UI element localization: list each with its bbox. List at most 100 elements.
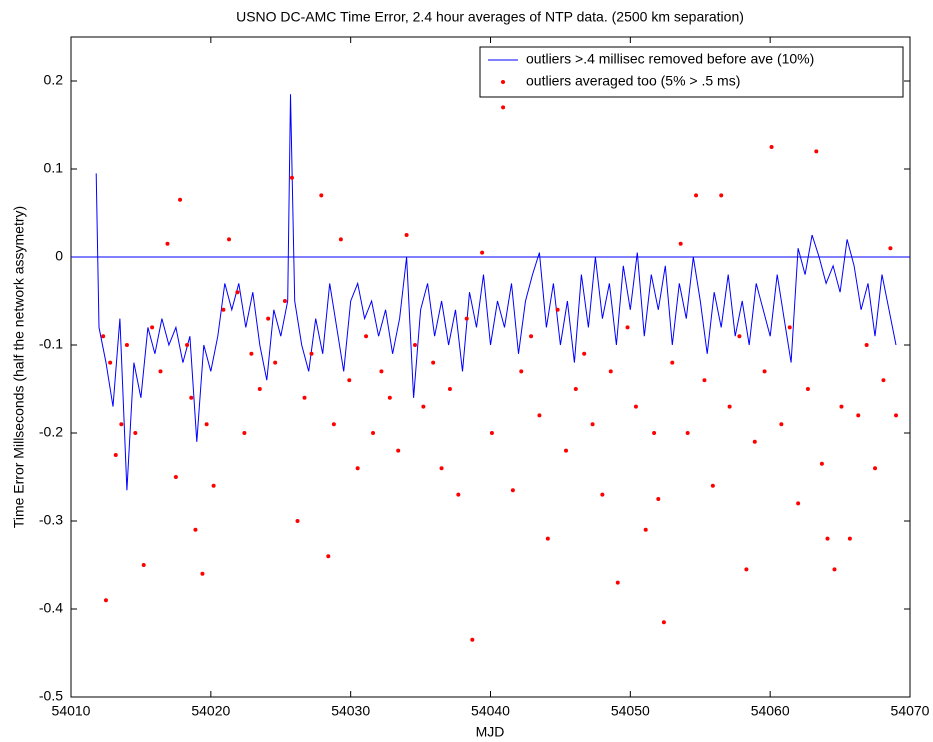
- data-point: [702, 378, 707, 383]
- data-point: [193, 527, 198, 532]
- data-point: [769, 145, 774, 149]
- data-point: [371, 431, 376, 435]
- data-point: [752, 439, 757, 444]
- data-point: [652, 431, 657, 435]
- data-point: [101, 334, 106, 339]
- x-axis-label: MJD: [476, 724, 505, 740]
- data-point: [364, 334, 369, 339]
- data-point: [302, 395, 307, 400]
- data-point: [470, 637, 475, 642]
- y-tick-label: -0.2: [39, 424, 63, 440]
- data-point: [266, 316, 271, 321]
- data-point: [856, 413, 861, 418]
- data-point: [242, 431, 247, 435]
- data-point: [670, 360, 675, 365]
- legend-label: outliers >.4 millisec removed before ave…: [526, 51, 814, 67]
- data-point: [326, 554, 331, 559]
- data-point: [319, 193, 324, 198]
- chart-title: USNO DC-AMC Time Error, 2.4 hour average…: [236, 9, 744, 25]
- y-tick-label: 0.2: [44, 72, 64, 88]
- data-point: [805, 387, 810, 391]
- data-point: [881, 378, 886, 383]
- data-point: [832, 567, 837, 572]
- data-point: [235, 290, 240, 295]
- data-point: [379, 369, 384, 374]
- data-point: [227, 237, 232, 242]
- data-point: [282, 299, 287, 303]
- data-point: [158, 369, 163, 374]
- data-point: [464, 316, 469, 321]
- data-point: [221, 307, 226, 312]
- data-point: [404, 233, 409, 237]
- legend-label: outliers averaged too (5% > .5 ms): [526, 73, 740, 89]
- data-point: [480, 250, 485, 255]
- data-point: [825, 536, 830, 541]
- x-tick-label: 54040: [471, 703, 510, 719]
- data-point: [719, 193, 724, 198]
- data-point: [456, 492, 461, 497]
- data-line: [95, 94, 897, 491]
- data-point: [694, 193, 699, 198]
- data-point: [412, 343, 417, 347]
- data-point: [289, 175, 294, 180]
- data-point: [510, 488, 515, 493]
- data-point: [103, 598, 108, 603]
- data-point: [555, 307, 560, 312]
- data-point: [189, 395, 194, 400]
- plot-frame: [70, 36, 911, 698]
- data-point: [447, 387, 452, 391]
- data-point: [309, 351, 314, 356]
- data-point: [295, 519, 300, 523]
- data-point: [178, 197, 183, 202]
- data-point: [113, 453, 118, 457]
- data-point: [573, 387, 578, 391]
- data-point: [545, 536, 550, 541]
- data-point: [200, 571, 205, 576]
- data-point: [615, 580, 620, 585]
- data-point: [678, 241, 683, 246]
- data-point: [608, 369, 613, 374]
- data-point: [537, 413, 542, 418]
- data-point: [787, 325, 792, 330]
- data-point: [779, 422, 784, 427]
- data-point: [814, 149, 819, 154]
- data-point: [355, 466, 360, 471]
- data-point: [108, 360, 113, 365]
- x-tick-label: 54020: [191, 703, 230, 719]
- data-point: [744, 567, 749, 572]
- data-point: [501, 105, 506, 110]
- data-point: [796, 501, 801, 506]
- data-point: [150, 325, 155, 330]
- data-point: [529, 334, 534, 339]
- y-axis-label: Time Error Millseconds (half the network…: [11, 206, 27, 528]
- data-point: [888, 246, 893, 251]
- data-point: [582, 351, 587, 356]
- data-point: [133, 431, 138, 435]
- y-tick-label: 0.1: [44, 160, 64, 176]
- x-tick-label: 54070: [891, 703, 930, 719]
- data-point: [331, 422, 336, 427]
- data-point: [839, 404, 844, 409]
- data-point: [894, 413, 899, 418]
- data-point: [124, 343, 129, 347]
- data-point: [273, 360, 278, 365]
- data-point: [185, 343, 190, 347]
- data-point: [710, 483, 715, 488]
- legend-box: [479, 46, 904, 98]
- data-point: [737, 334, 742, 339]
- data-point: [439, 466, 444, 471]
- data-point: [141, 563, 146, 567]
- data-point: [431, 360, 436, 365]
- data-point: [396, 448, 401, 453]
- data-point: [421, 404, 426, 409]
- data-point: [864, 343, 869, 347]
- data-point: [257, 387, 262, 391]
- data-point: [204, 422, 209, 427]
- data-point: [249, 351, 254, 356]
- data-point: [173, 475, 178, 479]
- data-point: [387, 395, 392, 400]
- data-point: [347, 378, 352, 383]
- data-point: [119, 422, 124, 427]
- data-point: [338, 237, 343, 242]
